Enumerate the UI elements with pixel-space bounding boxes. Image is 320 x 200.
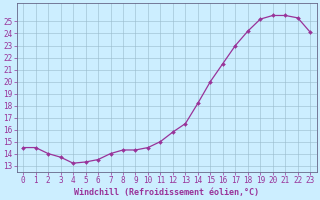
X-axis label: Windchill (Refroidissement éolien,°C): Windchill (Refroidissement éolien,°C) [74,188,259,197]
